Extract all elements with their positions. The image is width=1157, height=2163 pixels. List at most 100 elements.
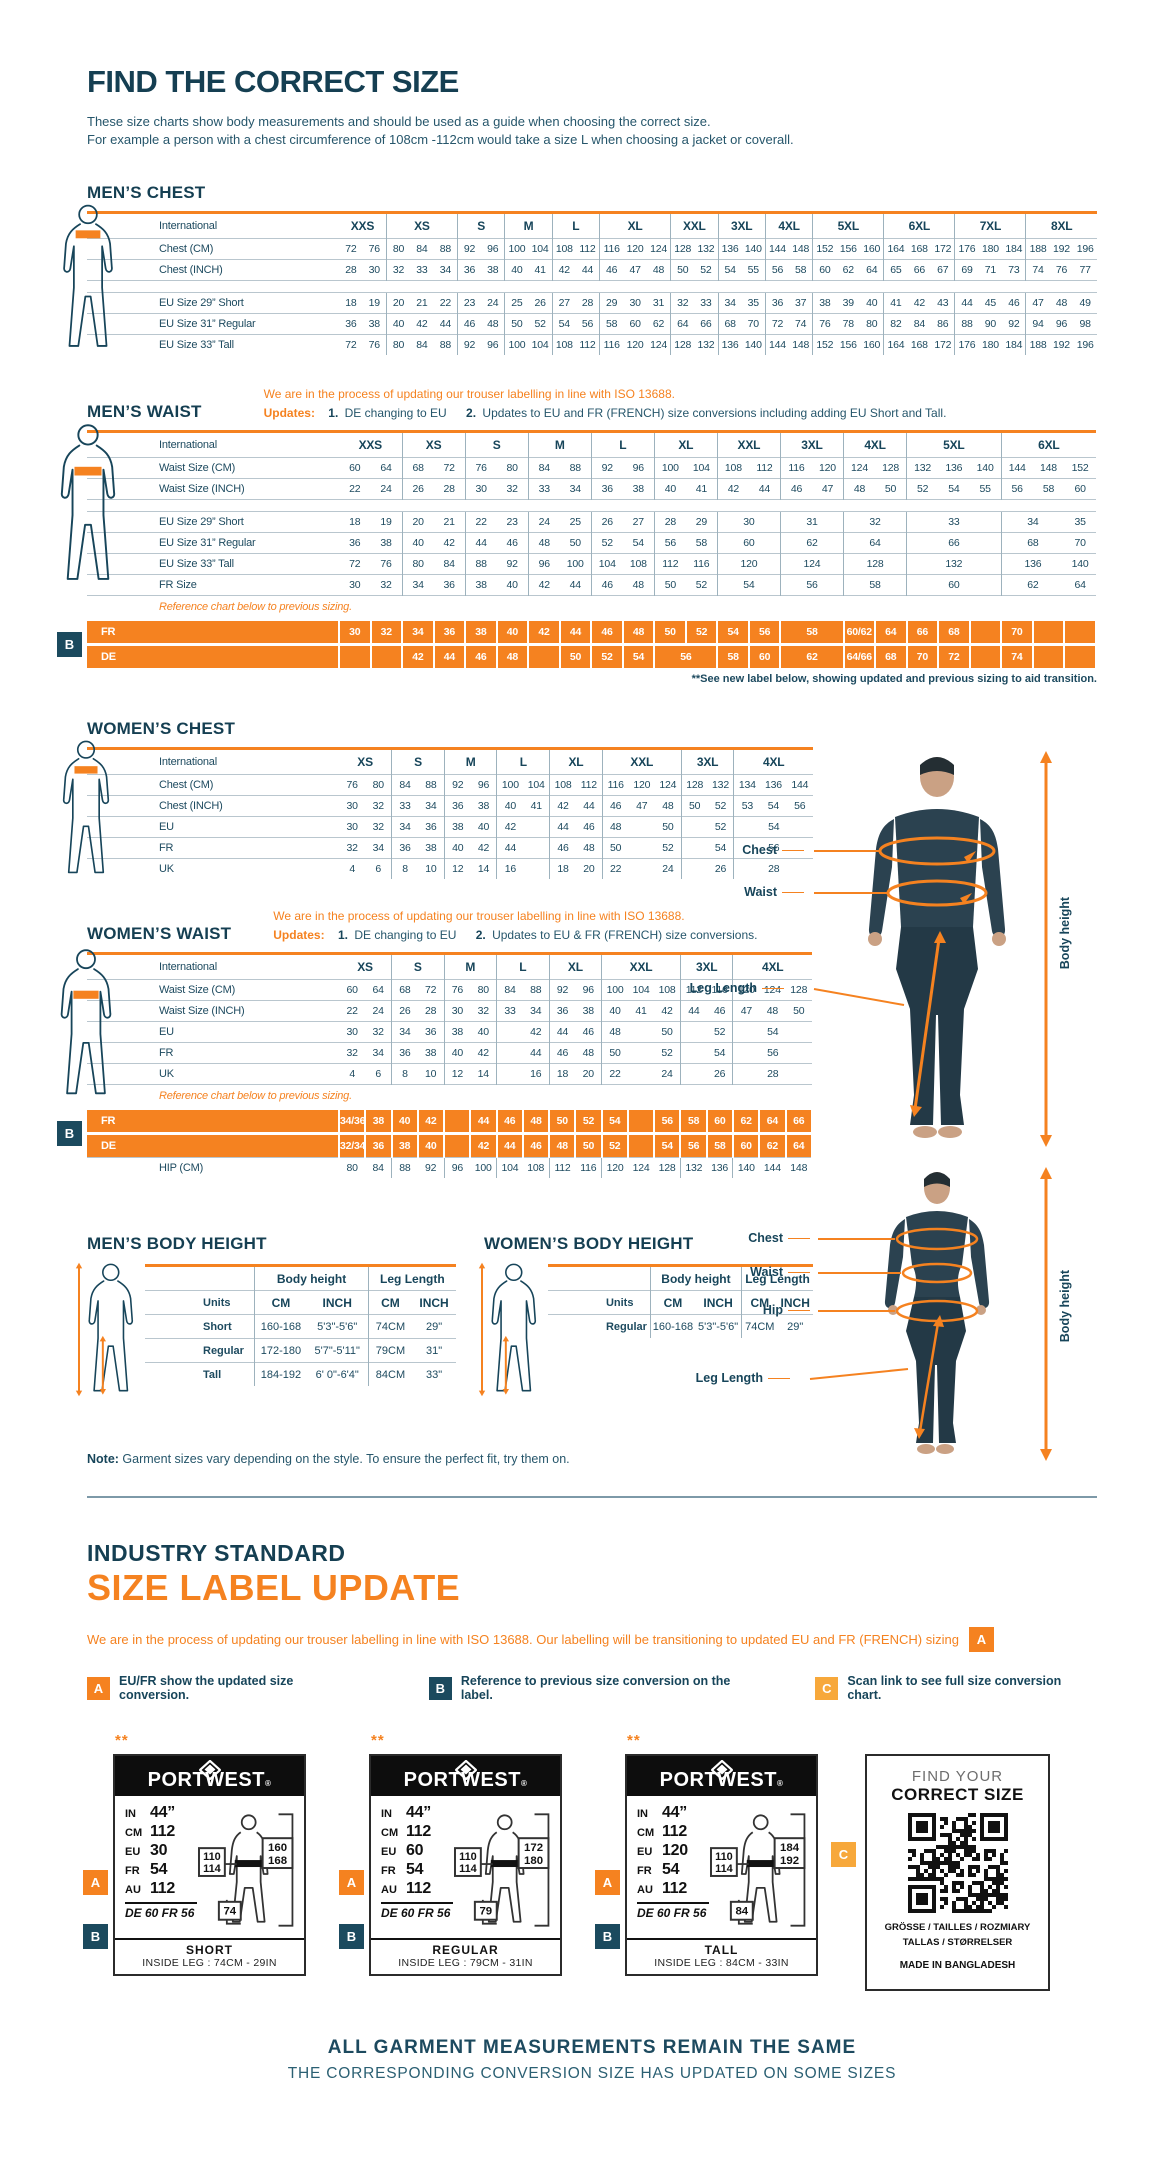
- footer-line-1: ALL GARMENT MEASUREMENTS REMAIN THE SAME: [327, 2037, 857, 2059]
- size-cell: 100: [559, 553, 592, 575]
- size-cell: 164: [883, 334, 908, 355]
- size-cell: 116: [599, 238, 624, 260]
- size-cell: [627, 1132, 656, 1158]
- size-cell: 100: [496, 774, 524, 796]
- table-row: HIP (CM) 80 84 88 92 96 100 104 108 112 116 120 124 1…: [87, 1157, 812, 1179]
- header-row: International XS S M L XL XXL 3XL 4XL: [87, 953, 812, 980]
- unit-header: CM: [367, 1290, 413, 1315]
- size-cell: 44: [433, 313, 458, 335]
- size-cell: 56: [732, 1042, 812, 1064]
- garment-size-label: PORTWEST® IN 44” CM 112 EU 60 FR 54 AU 112 DE 60 …: [369, 1754, 562, 1977]
- size-cell: 76: [812, 313, 837, 335]
- row-label: Chest (INCH): [87, 795, 339, 817]
- update-1-text: DE changing to EU: [344, 405, 447, 420]
- size-cell: 38: [622, 478, 655, 500]
- leg-length-header: Leg Length: [367, 1265, 456, 1291]
- size-cell: [444, 1132, 472, 1158]
- size-cell: 56: [779, 574, 844, 596]
- size-cell: 41: [627, 1000, 655, 1022]
- size-cell: 100: [470, 1157, 497, 1179]
- size-cell: 34: [522, 1000, 550, 1022]
- size-cell: 56: [764, 259, 790, 281]
- size-cell: 64: [842, 532, 907, 554]
- svg-text:114: 114: [203, 1863, 222, 1875]
- size-cell: 188: [1025, 334, 1050, 355]
- male-figure-outline-icon: [59, 203, 117, 353]
- female-figure-outline-icon: [59, 944, 113, 1104]
- size-cell: 88: [464, 553, 497, 575]
- size-column-header: XXL: [601, 953, 681, 980]
- size-cell: 34: [391, 1021, 418, 1043]
- size-cell: 44: [575, 259, 600, 281]
- size-cell: 41: [523, 795, 550, 817]
- size-cell: 54: [654, 1132, 682, 1158]
- size-cell: 58: [1032, 478, 1065, 500]
- size-cell: 132: [679, 1157, 707, 1179]
- industry-paragraph: We are in the process of updating our tr…: [87, 1627, 1097, 1653]
- size-cell: 36: [339, 313, 363, 335]
- badge-a: A: [83, 1870, 108, 1896]
- size-cell: 55: [969, 478, 1002, 500]
- size-cell: [496, 1063, 523, 1085]
- reference-note: Reference chart below to previous sizing…: [87, 595, 1096, 620]
- size-cell: 39: [836, 292, 861, 314]
- row-label: EU Size 29” Short: [87, 292, 339, 314]
- size-cell: 42: [470, 837, 497, 859]
- size-cell: 136: [717, 238, 742, 260]
- update-2-num: 2.: [466, 405, 477, 420]
- size-cell: 96: [527, 553, 560, 575]
- mens-chest-table: International XXS XS S M L XL XXL 3XL 4XL 5XL 6XL 7X…: [87, 211, 1097, 355]
- size-cell: 22: [339, 1000, 366, 1022]
- size-cell: 136: [717, 334, 742, 355]
- size-cell: 48: [654, 795, 682, 817]
- size-cell: 44: [679, 1000, 707, 1022]
- size-cell: 96: [481, 334, 505, 355]
- size-cell: 41: [685, 478, 718, 500]
- size-cell: [627, 1107, 656, 1134]
- size-column-header: L: [590, 431, 655, 458]
- size-cell: 38: [417, 837, 445, 859]
- size-value: 112: [662, 1880, 687, 1898]
- size-cell: [1064, 643, 1097, 669]
- size-column-header: S: [391, 748, 445, 775]
- size-cell: 44: [748, 478, 781, 500]
- row-label: Waist Size (INCH): [87, 1000, 339, 1022]
- size-cell: 24: [654, 858, 682, 880]
- size-cell: 25: [504, 292, 529, 314]
- chest-label: Chest: [704, 843, 804, 857]
- size-cell: 34: [402, 618, 435, 645]
- size-cell: 80: [401, 553, 434, 575]
- badge-b: B: [57, 632, 82, 658]
- size-cell: 136: [706, 1157, 733, 1179]
- size-cell: 140: [732, 1157, 760, 1179]
- size-cell: 54: [938, 478, 970, 500]
- size-cell: 50: [654, 618, 687, 645]
- measure-cell: 33": [412, 1362, 456, 1387]
- size-cell: 80: [385, 334, 411, 355]
- size-cell: 58: [599, 313, 624, 335]
- size-cell: 48: [601, 1021, 628, 1043]
- size-column-header: S: [391, 953, 445, 980]
- size-cell: 54: [622, 643, 656, 669]
- mens-body-height-title: MEN’S BODY HEIGHT: [87, 1234, 267, 1254]
- badge-b: B: [595, 1924, 620, 1950]
- size-cell: 46: [575, 816, 603, 838]
- size-cell: 68: [875, 643, 908, 669]
- size-system: EU: [637, 1846, 653, 1859]
- brand-name: PORTWEST®: [659, 1769, 784, 1792]
- size-cell: 58: [789, 259, 813, 281]
- size-value: 60: [406, 1842, 424, 1860]
- size-cell: 64: [759, 1107, 787, 1134]
- size-row: FR 54: [381, 1861, 453, 1880]
- portwest-logo: PORTWEST®: [371, 1756, 560, 1797]
- size-cell: 64/66: [843, 643, 877, 669]
- hip-label: Hip: [710, 1303, 810, 1317]
- size-cell: 32: [385, 259, 411, 281]
- size-cell: 38: [812, 292, 837, 314]
- size-cell: 10: [417, 1063, 445, 1085]
- inside-leg: INSIDE LEG : 74CM - 29IN: [142, 1957, 277, 1970]
- size-cell: 128: [654, 1157, 681, 1179]
- size-cell: 72: [339, 553, 371, 575]
- size-cell: 40: [496, 618, 530, 645]
- size-cell: 52: [590, 532, 623, 554]
